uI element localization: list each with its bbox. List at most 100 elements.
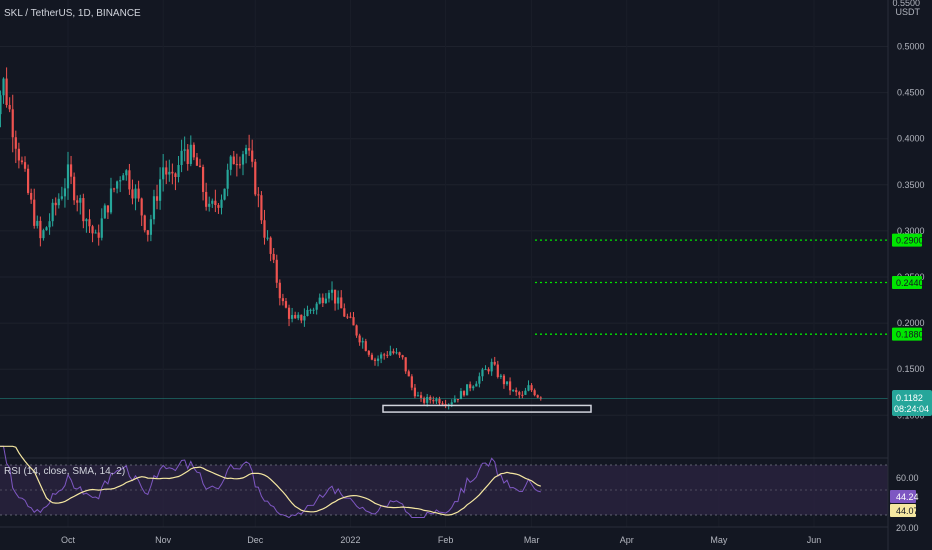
candle-body[interactable] (180, 150, 183, 166)
candle-body[interactable] (466, 384, 469, 396)
candle-body[interactable] (17, 148, 20, 161)
candle-body[interactable] (386, 354, 389, 356)
candle-body[interactable] (51, 202, 54, 222)
candle-body[interactable] (432, 400, 435, 402)
candle-body[interactable] (223, 188, 226, 200)
candle-body[interactable] (352, 317, 355, 326)
candle-body[interactable] (91, 226, 94, 234)
candle-body[interactable] (11, 109, 14, 138)
candle-body[interactable] (14, 137, 17, 149)
candle-body[interactable] (244, 148, 248, 155)
candle-body[interactable] (315, 303, 318, 310)
candles[interactable] (0, 67, 542, 410)
candle-body[interactable] (294, 315, 297, 319)
candle-body[interactable] (453, 399, 456, 403)
candle-body[interactable] (8, 105, 11, 110)
candle-body[interactable] (330, 289, 334, 293)
candle-body[interactable] (373, 359, 377, 361)
candle-body[interactable] (398, 352, 401, 356)
candle-body[interactable] (490, 361, 493, 372)
candle-body[interactable] (189, 144, 192, 164)
candle-body[interactable] (484, 369, 487, 371)
candle-body[interactable] (410, 376, 413, 388)
candle-body[interactable] (159, 179, 162, 201)
candle-body[interactable] (469, 384, 472, 389)
candle-body[interactable] (137, 188, 140, 199)
candle-body[interactable] (536, 395, 539, 398)
candle-body[interactable] (487, 369, 490, 372)
candle-body[interactable] (45, 227, 48, 231)
candle-body[interactable] (450, 402, 453, 405)
candle-body[interactable] (143, 215, 146, 231)
candle-body[interactable] (456, 399, 459, 401)
candle-body[interactable] (370, 354, 374, 360)
candle-body[interactable] (533, 390, 536, 396)
candle-body[interactable] (195, 157, 199, 166)
candle-body[interactable] (103, 205, 106, 219)
candle-body[interactable] (177, 165, 180, 178)
candle-body[interactable] (496, 364, 499, 377)
candle-body[interactable] (186, 149, 189, 164)
support-box[interactable] (382, 404, 592, 413)
candle-body[interactable] (131, 189, 134, 199)
candle-body[interactable] (119, 180, 122, 182)
candle-body[interactable] (198, 165, 202, 167)
candle-body[interactable] (337, 297, 340, 304)
candle-body[interactable] (376, 358, 380, 361)
candle-body[interactable] (165, 167, 168, 175)
candle-body[interactable] (97, 232, 100, 238)
candle-body[interactable] (0, 95, 2, 115)
candle-body[interactable] (220, 199, 223, 208)
candle-body[interactable] (416, 395, 420, 397)
candle-body[interactable] (211, 200, 214, 204)
candle-body[interactable] (214, 200, 217, 206)
candle-body[interactable] (404, 357, 407, 372)
candle-body[interactable] (355, 325, 358, 336)
candle-body[interactable] (125, 170, 128, 176)
candle-body[interactable] (5, 78, 8, 106)
candle-body[interactable] (505, 381, 509, 385)
candle-body[interactable] (297, 314, 300, 319)
candle-body[interactable] (524, 390, 527, 395)
candle-body[interactable] (287, 307, 291, 319)
candle-body[interactable] (226, 169, 229, 189)
candle-body[interactable] (324, 298, 327, 304)
candle-body[interactable] (269, 237, 272, 254)
candle-body[interactable] (312, 309, 315, 311)
candle-body[interactable] (42, 230, 45, 239)
candle-body[interactable] (23, 162, 27, 169)
candle-body[interactable] (60, 196, 63, 199)
candle-body[interactable] (82, 198, 85, 222)
candle-body[interactable] (140, 198, 143, 216)
candle-body[interactable] (512, 390, 515, 392)
candle-body[interactable] (459, 391, 463, 400)
candle-body[interactable] (217, 205, 220, 208)
candle-body[interactable] (201, 166, 205, 192)
candle-body[interactable] (291, 315, 294, 319)
candle-body[interactable] (192, 144, 195, 158)
candle-body[interactable] (122, 175, 125, 181)
candle-body[interactable] (66, 164, 70, 189)
candle-body[interactable] (155, 196, 159, 201)
candle-body[interactable] (423, 397, 426, 403)
candle-body[interactable] (106, 205, 110, 213)
candle-body[interactable] (26, 168, 30, 193)
candle-body[interactable] (462, 391, 466, 396)
candle-body[interactable] (76, 200, 79, 203)
candle-body[interactable] (392, 351, 395, 354)
candle-body[interactable] (340, 297, 343, 309)
candle-body[interactable] (518, 392, 521, 395)
candle-body[interactable] (527, 385, 530, 391)
candle-body[interactable] (472, 386, 475, 389)
candle-body[interactable] (257, 194, 260, 196)
candle-body[interactable] (303, 316, 306, 321)
candle-body[interactable] (349, 316, 352, 318)
candle-body[interactable] (281, 298, 284, 302)
candle-body[interactable] (69, 164, 73, 177)
candle-body[interactable] (73, 176, 76, 201)
candle-body[interactable] (2, 78, 5, 96)
candle-body[interactable] (33, 199, 36, 226)
candle-body[interactable] (174, 173, 177, 178)
candle-body[interactable] (128, 170, 131, 190)
